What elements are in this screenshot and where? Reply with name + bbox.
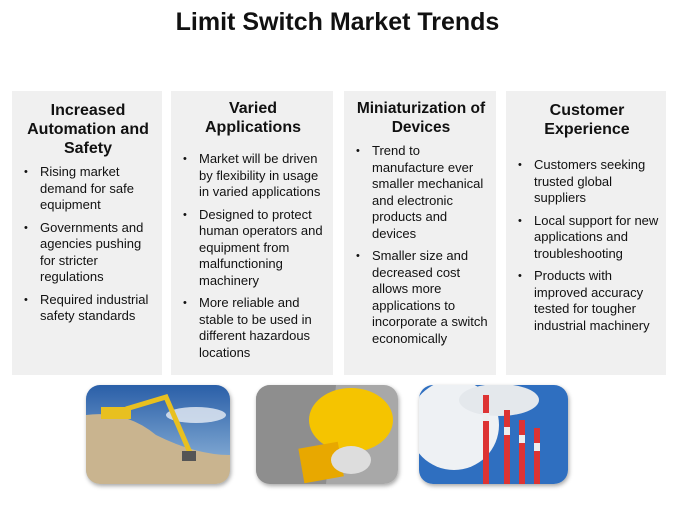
- list-item: Market will be driven by flexibility in …: [179, 151, 327, 201]
- panel-miniaturization: Miniaturization of Devices Trend to manu…: [344, 91, 496, 375]
- list-item: Required industrial safety standards: [20, 292, 156, 325]
- list-item: Customers seeking trusted global supplie…: [514, 157, 660, 207]
- panel-heading: Varied Applications: [204, 100, 301, 136]
- list-item: Designed to protect human operators and …: [179, 207, 327, 290]
- list-item: Local support for new applications and t…: [514, 213, 660, 263]
- list-item: Rising market demand for safe equipment: [20, 164, 156, 214]
- hard-hat-photo: [256, 385, 398, 484]
- list-item: Governments and agencies pushing for str…: [20, 220, 156, 286]
- slide-title: Limit Switch Market Trends: [175, 8, 500, 36]
- list-item: Products with improved accuracy tested f…: [514, 268, 660, 334]
- list-item: Smaller size and decreased cost allows m…: [352, 248, 490, 347]
- panel-customer-experience: Customer Experience Customers seeking tr…: [506, 91, 666, 375]
- excavator-photo: [86, 385, 230, 484]
- panel-heading: Miniaturization of Devices: [356, 100, 486, 136]
- panel-varied-applications: Varied Applications Market will be drive…: [171, 91, 333, 375]
- list-item: More reliable and stable to be used in d…: [179, 295, 327, 361]
- panel-automation-safety: Increased Automation and Safety Rising m…: [12, 91, 162, 375]
- list-item: Trend to manufacture ever smaller mechan…: [352, 143, 490, 242]
- smokestacks-photo: [419, 385, 568, 484]
- panel-heading: Increased Automation and Safety: [27, 102, 149, 157]
- panel-heading: Customer Experience: [544, 102, 630, 138]
